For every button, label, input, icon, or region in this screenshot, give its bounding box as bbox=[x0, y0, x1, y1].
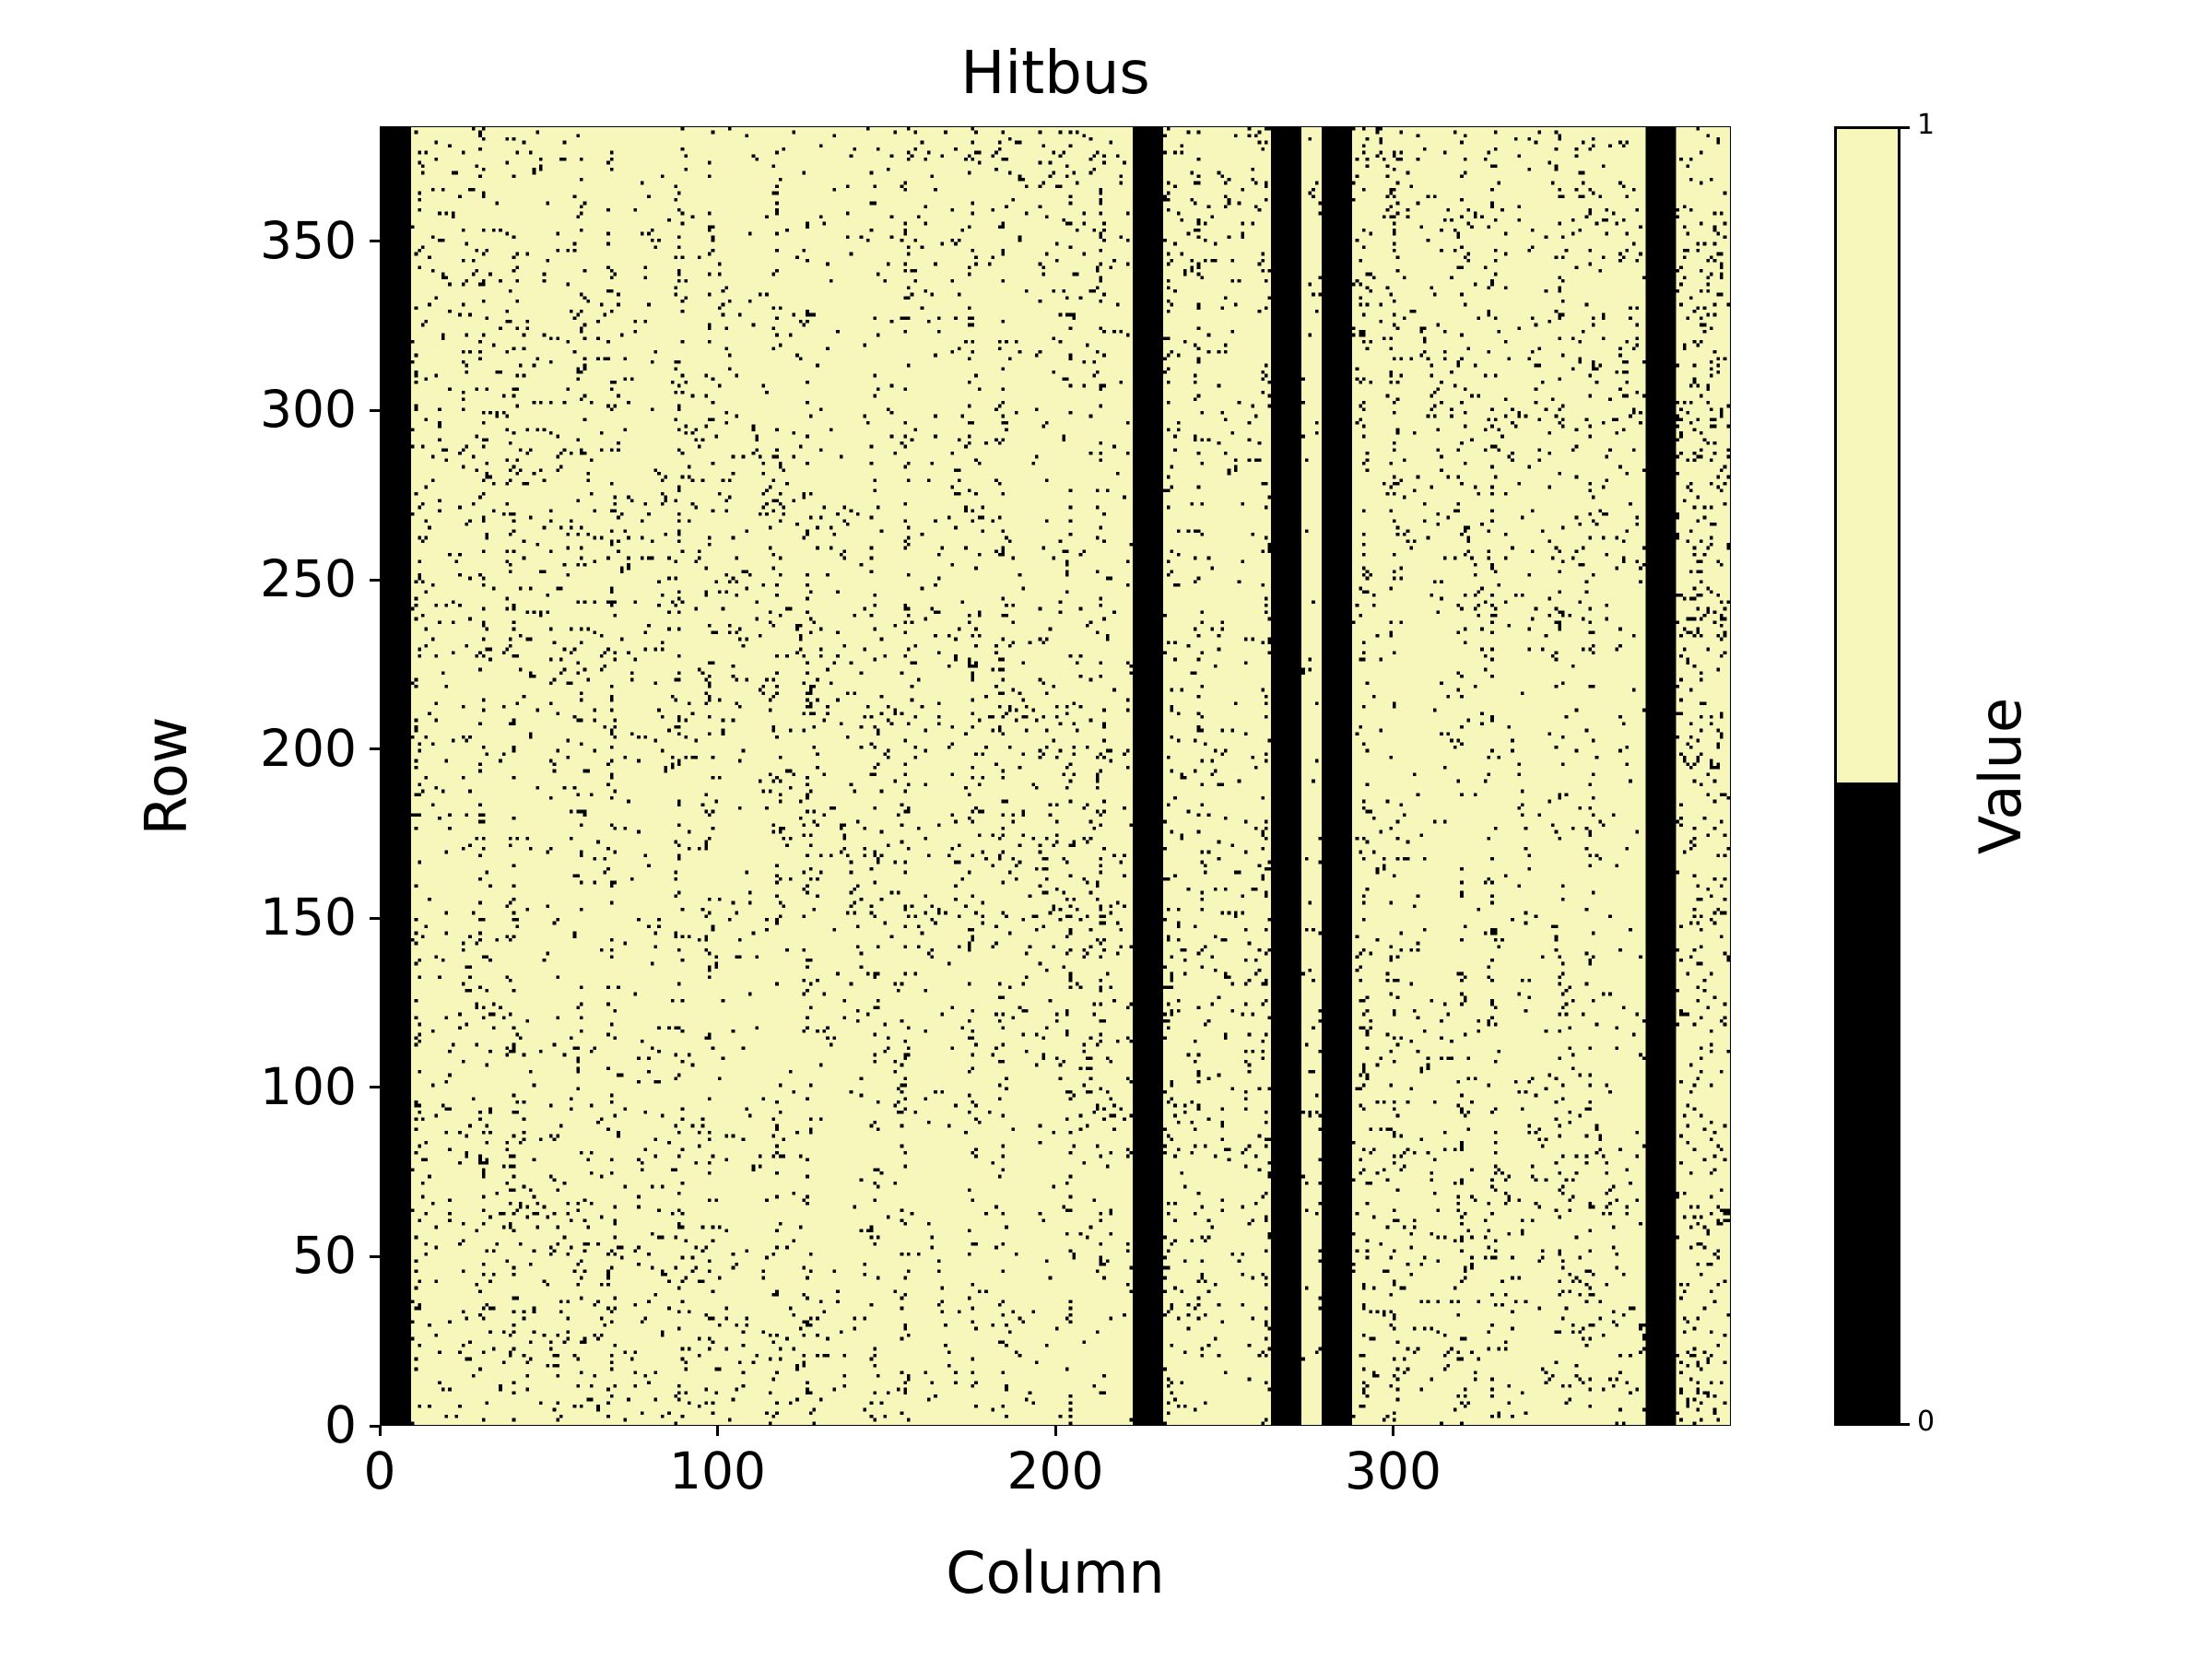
colorbar-tick-bottom bbox=[1899, 1423, 1910, 1426]
y-tick-label: 250 bbox=[260, 549, 357, 609]
x-tick-mark bbox=[378, 1426, 382, 1436]
y-tick-mark bbox=[370, 916, 380, 920]
y-tick-label: 350 bbox=[260, 210, 357, 270]
colorbar-segment-high bbox=[1837, 129, 1898, 783]
colorbar-segment-low bbox=[1837, 782, 1898, 1423]
colorbar bbox=[1834, 126, 1900, 1426]
y-tick-mark bbox=[370, 747, 380, 751]
y-tick-mark bbox=[370, 1254, 380, 1258]
y-tick-label: 100 bbox=[260, 1056, 357, 1116]
y-tick-label: 150 bbox=[260, 888, 357, 947]
y-axis-label: Row bbox=[133, 716, 200, 836]
y-tick-mark bbox=[370, 1086, 380, 1089]
colorbar-tick-label-bottom: 0 bbox=[1917, 1406, 1936, 1438]
x-tick-label: 200 bbox=[1006, 1441, 1104, 1500]
x-tick-mark bbox=[1053, 1426, 1057, 1436]
heatmap-plot-area bbox=[380, 126, 1731, 1426]
y-tick-mark bbox=[370, 1424, 380, 1428]
x-tick-label: 100 bbox=[669, 1441, 766, 1500]
colorbar-label: Value bbox=[1967, 697, 2034, 855]
x-tick-label: 300 bbox=[1345, 1441, 1441, 1500]
heatmap-image bbox=[381, 127, 1730, 1425]
x-tick-mark bbox=[716, 1426, 719, 1436]
y-tick-label: 200 bbox=[260, 718, 357, 778]
page-title: Hitbus bbox=[960, 40, 1150, 108]
y-tick-mark bbox=[370, 240, 380, 243]
x-tick-label: 0 bbox=[363, 1441, 396, 1500]
colorbar-tick-top bbox=[1899, 126, 1910, 129]
y-tick-label: 300 bbox=[260, 380, 357, 440]
colorbar-tick-label-top: 1 bbox=[1917, 109, 1936, 141]
y-tick-label: 50 bbox=[292, 1226, 357, 1286]
y-tick-label: 0 bbox=[324, 1395, 357, 1454]
y-tick-mark bbox=[370, 578, 380, 582]
x-tick-mark bbox=[1392, 1426, 1394, 1436]
y-tick-mark bbox=[370, 408, 380, 412]
x-axis-label: Column bbox=[946, 1539, 1165, 1606]
